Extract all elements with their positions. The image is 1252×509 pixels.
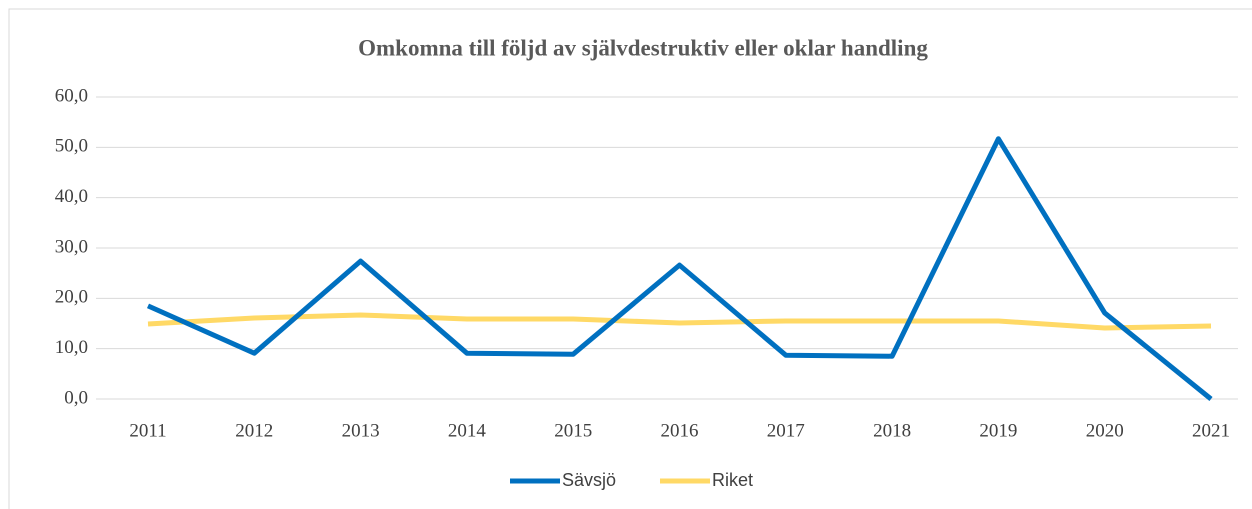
x-tick-label: 2016: [661, 420, 699, 441]
x-tick-label: 2017: [767, 420, 805, 441]
x-tick-label: 2013: [342, 420, 380, 441]
series-line: [147, 312, 1212, 331]
y-tick-label: 30,0: [55, 236, 88, 257]
y-tick-label: 60,0: [55, 85, 88, 106]
y-tick-label: 50,0: [55, 136, 88, 157]
x-tick-label: 2021: [1192, 420, 1230, 441]
legend-label: Riket: [712, 470, 753, 490]
x-tick-label: 2012: [235, 420, 273, 441]
y-tick-label: 40,0: [55, 186, 88, 207]
chart-title: Omkomna till följd av självdestruktiv el…: [358, 35, 928, 60]
x-tick-label: 2011: [129, 420, 166, 441]
x-tick-label: 2014: [448, 420, 487, 441]
legend-label: Sävsjö: [562, 470, 616, 490]
x-tick-label: 2015: [554, 420, 592, 441]
y-tick-label: 0,0: [64, 387, 88, 408]
chart-frame: [8, 8, 1252, 509]
y-tick-label: 20,0: [55, 287, 88, 308]
x-tick-label: 2019: [979, 420, 1017, 441]
x-tick-label: 2020: [1086, 420, 1124, 441]
x-tick-label: 2018: [873, 420, 911, 441]
y-tick-label: 10,0: [55, 337, 88, 358]
series-line: [146, 136, 1213, 401]
